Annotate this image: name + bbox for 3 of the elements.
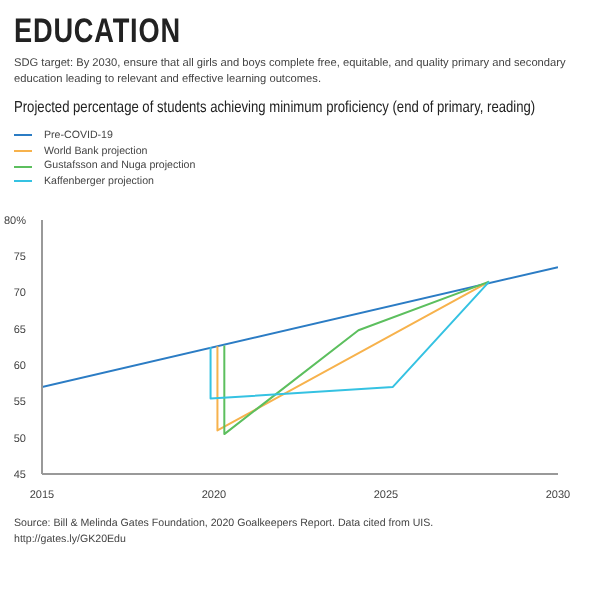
line-series bbox=[209, 280, 491, 400]
text: Projected percentage of students achieving minimum proficiency (end of primary, reading) bbox=[14, 98, 538, 116]
chart-title: EDUCATION bbox=[14, 12, 181, 52]
